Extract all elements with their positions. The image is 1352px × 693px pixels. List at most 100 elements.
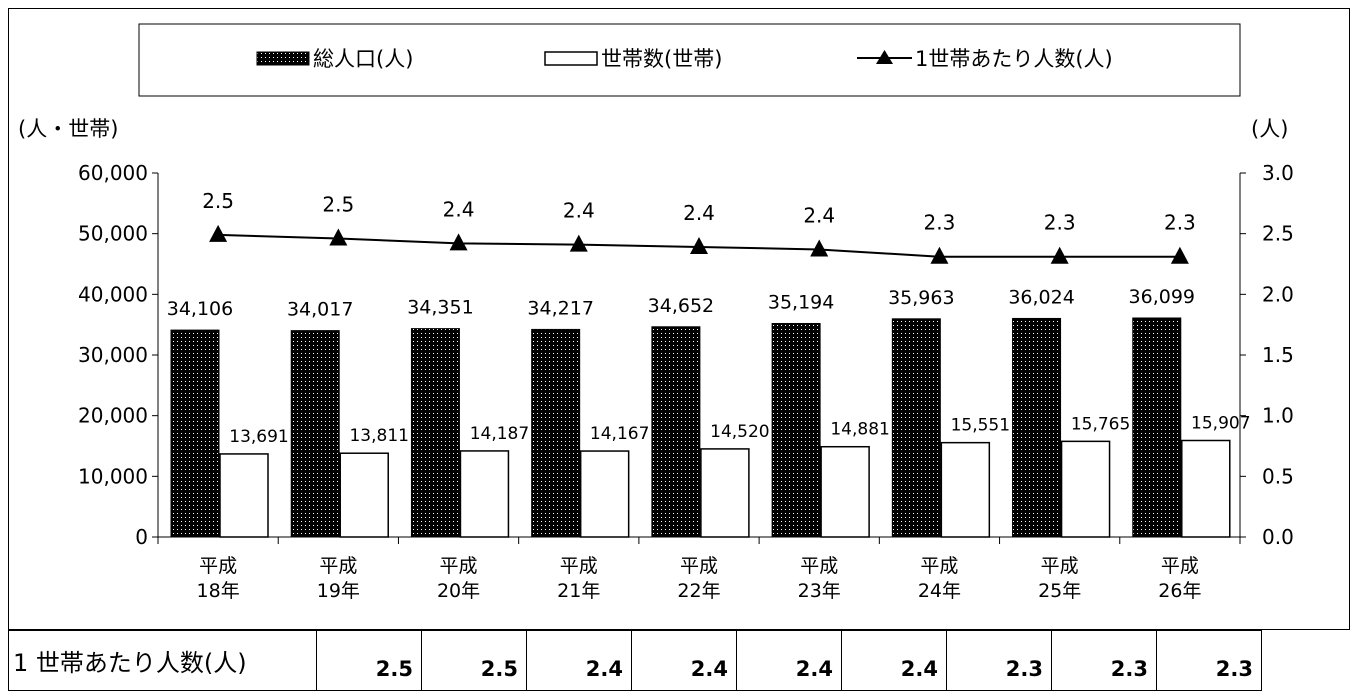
- data-label-per-household: 2.5: [322, 193, 354, 217]
- table-cell: 2.4: [631, 630, 737, 691]
- triangle-marker-icon: [1170, 246, 1189, 264]
- table-cell: 2.4: [526, 630, 632, 691]
- table-cell: 2.3: [946, 630, 1052, 691]
- legend-box: [138, 23, 1241, 97]
- left-axis-unit: (人・世帯): [18, 117, 118, 141]
- legend-label-household: 世帯数(世帯): [601, 47, 722, 71]
- x-tick-label: 平成: [680, 555, 718, 577]
- x-tick-label: 20年: [437, 580, 480, 602]
- data-label-population: 34,106: [167, 298, 233, 320]
- x-tick-label: 25年: [1038, 580, 1081, 602]
- table-cell: 2.4: [736, 630, 842, 691]
- x-tick-label: 平成: [199, 555, 237, 577]
- triangle-marker-icon: [690, 237, 708, 255]
- x-tick-label: 平成: [1041, 555, 1079, 577]
- data-label-household: 14,167: [590, 424, 649, 444]
- bar-household: [579, 450, 630, 538]
- data-label-per-household: 2.4: [683, 201, 715, 225]
- x-tick-label: 21年: [557, 580, 600, 602]
- bar-population: [891, 318, 941, 538]
- left-tick-label: 20,000: [78, 404, 148, 428]
- right-tick-label: 2.0: [1262, 282, 1294, 306]
- table-row: 1 世帯あたり人数(人) 2.5 2.5 2.4 2.4 2.4 2.4 2.3…: [8, 630, 1262, 691]
- bar-household: [700, 448, 750, 538]
- x-tick-label: 平成: [1161, 555, 1199, 577]
- left-tick-label: 30,000: [78, 343, 148, 367]
- x-tick-label: 平成: [800, 555, 838, 577]
- legend: 総人口(人) 世帯数(世帯) 1世帯あたり人数(人): [138, 23, 1241, 97]
- data-label-household: 13,811: [349, 426, 408, 446]
- triangle-marker-icon: [209, 224, 228, 242]
- x-tick-label: 23年: [798, 580, 841, 602]
- x-tick-label: 平成: [560, 555, 598, 577]
- left-tick-label: 50,000: [78, 222, 148, 246]
- x-tick-label: 19年: [317, 580, 360, 602]
- data-label-population: 36,099: [1129, 286, 1195, 308]
- bar-household: [940, 441, 991, 538]
- legend-label-per-household: 1世帯あたり人数(人): [915, 47, 1113, 71]
- bar-household: [459, 450, 510, 538]
- table-row-label: 1 世帯あたり人数(人): [8, 630, 317, 691]
- right-tick-label: 0.5: [1262, 464, 1294, 488]
- data-label-per-household: 2.3: [1164, 211, 1196, 235]
- table-cell: 2.3: [1051, 630, 1157, 691]
- bar-population: [290, 330, 340, 538]
- data-label-household: 13,691: [229, 427, 288, 447]
- data-label-per-household: 2.3: [924, 211, 956, 235]
- triangle-marker-icon: [1050, 246, 1069, 264]
- right-tick-label: 1.5: [1262, 343, 1294, 367]
- table-cell: 2.5: [316, 630, 422, 691]
- data-label-per-household: 2.4: [443, 197, 475, 221]
- x-tick-label: 22年: [677, 580, 720, 602]
- triangle-marker-icon: [329, 228, 348, 246]
- left-tick-label: 60,000: [78, 161, 148, 185]
- legend-marker-icon: [876, 50, 893, 64]
- table-cell: 2.4: [841, 630, 947, 691]
- triangle-marker-icon: [449, 233, 468, 251]
- x-tick-label: 平成: [319, 555, 357, 577]
- bar-population: [1012, 317, 1062, 538]
- left-tick-label: 10,000: [78, 464, 148, 488]
- chart-svg: 総人口(人) 世帯数(世帯) 1世帯あたり人数(人) (人・世帯) (人) 0 1…: [18, 23, 1294, 602]
- bar-household: [1181, 439, 1231, 538]
- bar-population: [651, 326, 701, 538]
- data-label-per-household: 2.5: [202, 189, 234, 213]
- right-tick-label: 2.5: [1262, 222, 1294, 246]
- bar-population: [410, 328, 460, 538]
- data-label-per-household: 2.4: [803, 203, 835, 227]
- data-label-population: 35,194: [768, 291, 834, 313]
- bar-population: [771, 322, 821, 538]
- data-label-population: 36,024: [1008, 286, 1074, 308]
- table-cell: 2.3: [1156, 630, 1262, 691]
- data-label-population: 34,351: [407, 297, 473, 319]
- right-tick-label: 1.0: [1262, 404, 1294, 428]
- data-label-household: 14,881: [830, 420, 889, 440]
- left-tick-label: 0: [135, 525, 148, 549]
- x-tick-label: 18年: [197, 580, 240, 602]
- data-table: 1 世帯あたり人数(人) 2.5 2.5 2.4 2.4 2.4 2.4 2.3…: [8, 630, 1262, 691]
- data-label-population: 34,652: [648, 295, 714, 317]
- bar-household: [219, 453, 269, 538]
- chart-frame: [8, 8, 1350, 630]
- triangle-marker-icon: [930, 246, 949, 264]
- x-tick-label: 24年: [918, 580, 961, 602]
- x-tick-label: 平成: [920, 555, 958, 577]
- right-tick-label: 0.0: [1262, 525, 1294, 549]
- x-tick-label: 26年: [1158, 580, 1201, 602]
- legend-swatch-population: [256, 51, 310, 66]
- data-label-population: 35,963: [888, 287, 954, 309]
- triangle-marker-icon: [569, 234, 588, 252]
- x-tick-label: 平成: [440, 555, 478, 577]
- bar-population: [1132, 317, 1182, 538]
- data-label-household: 15,907: [1191, 413, 1250, 433]
- data-label-per-household: 2.4: [563, 199, 595, 223]
- right-tick-label: 3.0: [1262, 161, 1294, 185]
- triangle-marker-icon: [810, 239, 829, 257]
- data-label-household: 15,765: [1071, 414, 1130, 434]
- bar-household: [1060, 440, 1111, 538]
- bar-population: [170, 329, 220, 538]
- data-label-per-household: 2.3: [1044, 211, 1076, 235]
- bar-household: [339, 452, 389, 538]
- table-cell: 2.5: [421, 630, 527, 691]
- bar-population: [531, 328, 581, 538]
